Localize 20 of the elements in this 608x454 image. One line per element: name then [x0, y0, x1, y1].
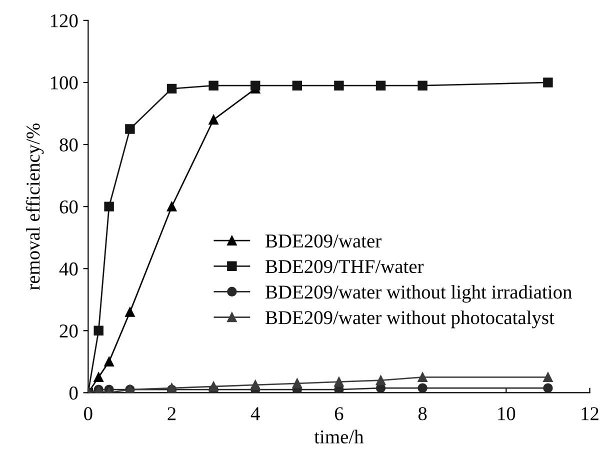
x-axis-title: time/h	[314, 430, 364, 444]
legend-label: BDE209/water without photocatalyst	[266, 310, 554, 328]
x-tick-label: 12	[582, 407, 598, 420]
y-tick-label: 80	[60, 138, 78, 152]
x-tick-label: 0	[84, 407, 92, 420]
x-tick-label: 6	[334, 407, 344, 420]
y-tick-label: 120	[50, 14, 78, 28]
y-tick-label: 0	[69, 386, 78, 400]
y-tick-label: 40	[59, 262, 78, 276]
y-tick-label: 100	[50, 76, 78, 90]
x-tick-label: 8	[418, 407, 427, 420]
x-tick-label: 10	[498, 407, 516, 420]
legend-label: BDE209/water	[266, 234, 382, 248]
x-tick-label: 4	[250, 407, 260, 420]
y-axis-title: removal efficiency/%	[26, 123, 44, 290]
legend-label: BDE209/THF/water	[266, 260, 424, 274]
y-tick-label: 60	[60, 200, 78, 214]
x-tick-label: 2	[168, 407, 176, 420]
y-tick-label: 20	[60, 324, 78, 338]
legend-label: BDE209/water without light irradiation	[266, 284, 572, 303]
